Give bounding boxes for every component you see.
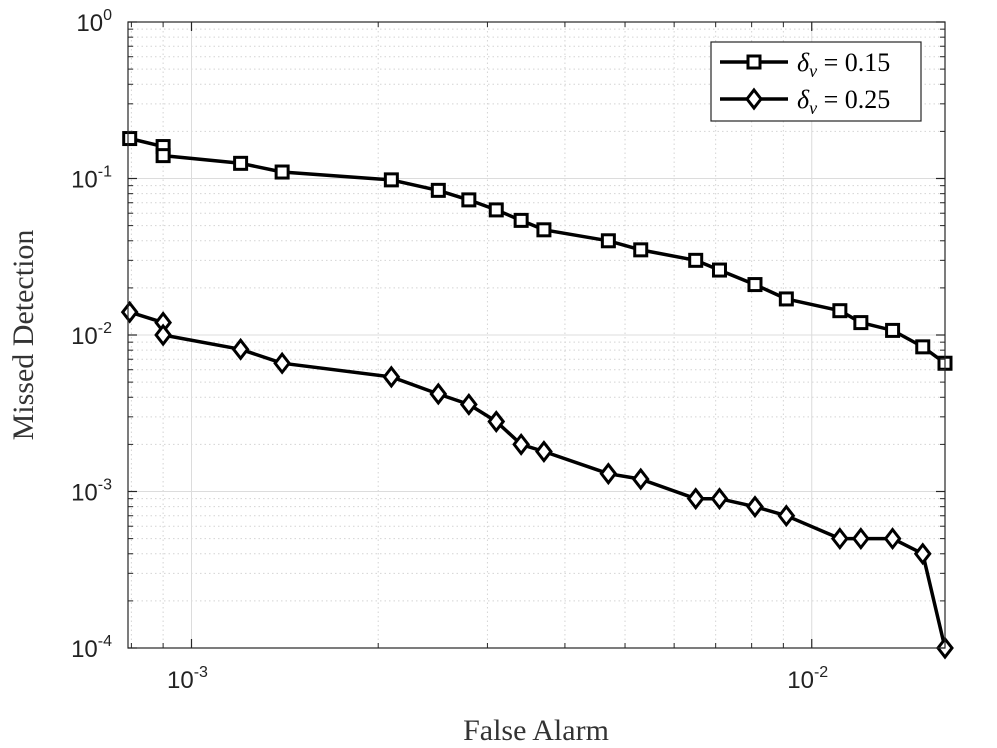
series-layer xyxy=(120,131,954,660)
series-1-point xyxy=(778,291,794,307)
series-1-point xyxy=(747,277,763,293)
series-1-point xyxy=(711,262,727,278)
series-1-point xyxy=(536,222,552,238)
series-2-point xyxy=(883,527,902,551)
series-1-point xyxy=(832,303,848,319)
series-1-point xyxy=(633,242,649,258)
series-1-point xyxy=(688,252,704,268)
series-1-point xyxy=(274,164,290,180)
series-2-point xyxy=(429,382,448,406)
legend-entry-2: δv = 0.25 xyxy=(720,85,890,118)
legend-label: δv = 0.15 xyxy=(797,48,890,81)
y-tick-label: 100 xyxy=(76,7,112,37)
y-axis-label: Missed Detection xyxy=(7,230,40,441)
y-tick-label: 10-2 xyxy=(71,320,112,350)
series-1-point xyxy=(461,192,477,208)
series-2-point xyxy=(913,542,932,566)
series-2-point xyxy=(599,462,618,486)
series-2-point xyxy=(231,337,250,361)
legend-label: δv = 0.25 xyxy=(797,85,890,118)
series-2-point xyxy=(777,504,796,528)
legend-entry-1: δv = 0.15 xyxy=(720,48,890,81)
series-2-point xyxy=(459,392,478,416)
series-2-point xyxy=(273,351,292,375)
x-axis-label: False Alarm xyxy=(463,714,609,747)
x-tick-label: 10-2 xyxy=(787,664,828,694)
series-1-point xyxy=(885,322,901,338)
series-2-point xyxy=(382,365,401,389)
series-2-point xyxy=(746,495,764,519)
series-2-point xyxy=(830,527,849,551)
series-2-point xyxy=(512,432,531,456)
series-1-point xyxy=(155,148,171,164)
x-tick-label: 10-3 xyxy=(167,664,208,694)
series-1-point xyxy=(430,182,446,198)
series-2-point xyxy=(120,300,139,324)
series-1 xyxy=(122,131,953,371)
series-1-point xyxy=(513,212,529,228)
y-tick-labels: 100 10-1 10-2 10-3 10-4 xyxy=(71,7,112,663)
series-2 xyxy=(120,300,954,660)
y-tick-label: 10-4 xyxy=(71,633,112,663)
legend: δv = 0.15 δv = 0.25 xyxy=(710,41,922,122)
y-tick-label: 10-3 xyxy=(71,477,112,507)
legend-entries: δv = 0.15 δv = 0.25 xyxy=(720,48,890,118)
legend-marker xyxy=(745,87,763,111)
series-1-line xyxy=(129,136,947,365)
series-2-point xyxy=(851,527,870,551)
series-1-point xyxy=(853,315,869,331)
series-1-point xyxy=(233,155,249,171)
series-1-point xyxy=(122,131,138,147)
legend-marker xyxy=(746,54,762,70)
series-1-point xyxy=(915,339,931,355)
series-2-point xyxy=(487,410,506,433)
series-2-point xyxy=(710,487,729,511)
series-1-point xyxy=(488,202,504,218)
series-1-point xyxy=(600,233,616,249)
series-2-point xyxy=(154,323,173,347)
series-1-point xyxy=(383,172,399,188)
series-2-point xyxy=(686,487,705,511)
major-grid xyxy=(128,22,945,648)
y-tick-label: 10-1 xyxy=(71,164,112,194)
series-2-line xyxy=(129,310,947,649)
legend-box xyxy=(710,41,922,122)
tick-marks xyxy=(128,21,945,649)
x-tick-labels: 10-3 10-2 xyxy=(167,664,828,694)
series-2-point xyxy=(631,467,650,491)
series-2-point xyxy=(535,440,553,463)
